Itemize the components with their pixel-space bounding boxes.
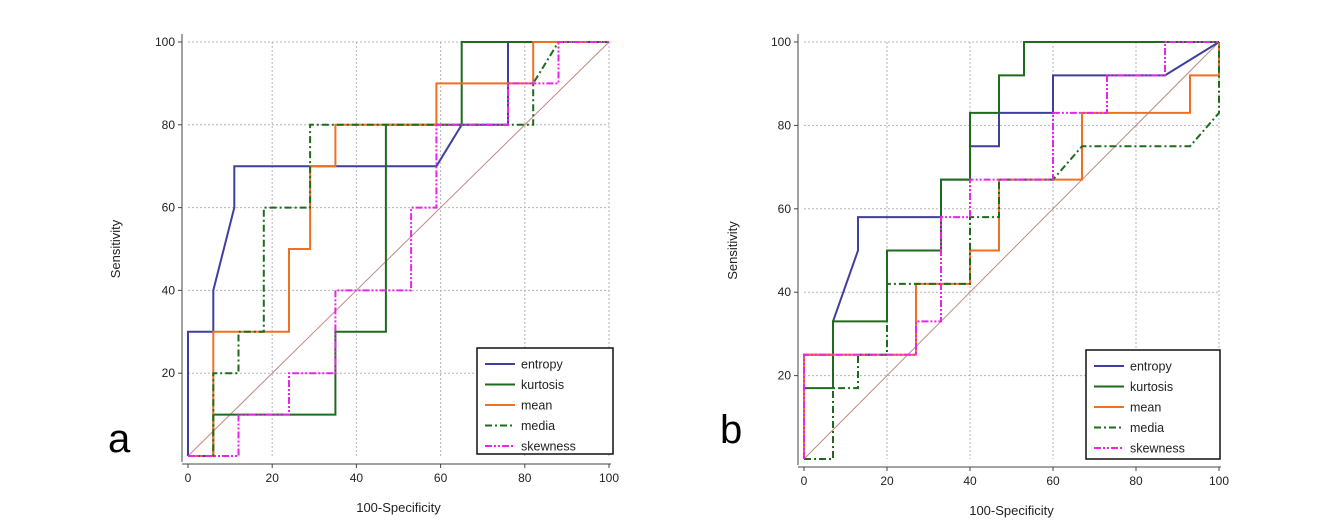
legend-label-mean: mean xyxy=(521,399,552,413)
panel-label: b xyxy=(720,408,742,452)
x-tick-label: 60 xyxy=(434,471,448,485)
y-tick-label: 80 xyxy=(778,118,792,132)
series-line-media xyxy=(188,41,609,457)
legend-label-entropy: entropy xyxy=(521,358,563,372)
y-tick-label: 80 xyxy=(162,118,176,132)
series-line-entropy xyxy=(187,41,609,456)
legend-label-mean: mean xyxy=(1130,401,1161,415)
x-axis-label: 100-Specificity xyxy=(969,503,1054,518)
x-tick-label: 0 xyxy=(185,471,192,485)
x-tick-label: 40 xyxy=(963,474,977,488)
y-axis-label: Sensitivity xyxy=(108,219,123,278)
y-tick-label: 60 xyxy=(162,201,176,215)
legend-label-media: media xyxy=(1130,421,1164,435)
x-tick-label: 80 xyxy=(1129,474,1143,488)
series-line-skewness xyxy=(188,41,609,457)
x-tick-label: 100 xyxy=(1209,474,1229,488)
chart-panel-a: 0 20 40 60 80 100 20 40 60 80 100 100-Specificity Se… xyxy=(108,34,619,515)
legend: entropy kurtosis mean media skewness xyxy=(1085,349,1221,460)
x-axis-label: 100-Specificity xyxy=(356,500,441,515)
y-tick-label: 60 xyxy=(778,202,792,216)
series-line-kurtosis xyxy=(803,41,1219,459)
chart-panel-b: 0 20 40 60 80 100 20 40 60 80 100 100-Specificity Se… xyxy=(720,34,1229,518)
x-tick-label: 0 xyxy=(801,474,808,488)
x-tick-label: 80 xyxy=(518,471,532,485)
series-line-skewness xyxy=(803,41,1219,459)
legend-label-skewness: skewness xyxy=(521,440,576,454)
diagonal-reference-line xyxy=(803,41,1220,460)
legend-label-media: media xyxy=(521,419,555,433)
legend-label-kurtosis: kurtosis xyxy=(1130,380,1173,394)
y-tick-label: 20 xyxy=(162,366,176,380)
y-axis-label: Sensitivity xyxy=(725,221,740,280)
y-tick-label: 40 xyxy=(162,283,176,297)
x-tick-label: 40 xyxy=(350,471,364,485)
x-tick-label: 60 xyxy=(1046,474,1060,488)
legend: entropy kurtosis mean media skewness xyxy=(476,347,614,455)
panel-label: a xyxy=(108,417,131,461)
legend-label-skewness: skewness xyxy=(1130,442,1185,456)
x-tick-label: 20 xyxy=(266,471,280,485)
y-tick-label: 40 xyxy=(778,285,792,299)
series-line-media xyxy=(804,42,1220,460)
y-tick-label: 100 xyxy=(771,35,791,49)
legend-label-entropy: entropy xyxy=(1130,360,1172,374)
legend-box xyxy=(1085,349,1221,460)
x-tick-label: 20 xyxy=(880,474,894,488)
legend-box xyxy=(476,347,614,455)
diagonal-reference-line xyxy=(187,41,610,457)
y-tick-label: 100 xyxy=(155,35,175,49)
y-tick-label: 20 xyxy=(778,369,792,383)
x-tick-label: 100 xyxy=(599,471,619,485)
legend-label-kurtosis: kurtosis xyxy=(521,378,564,392)
